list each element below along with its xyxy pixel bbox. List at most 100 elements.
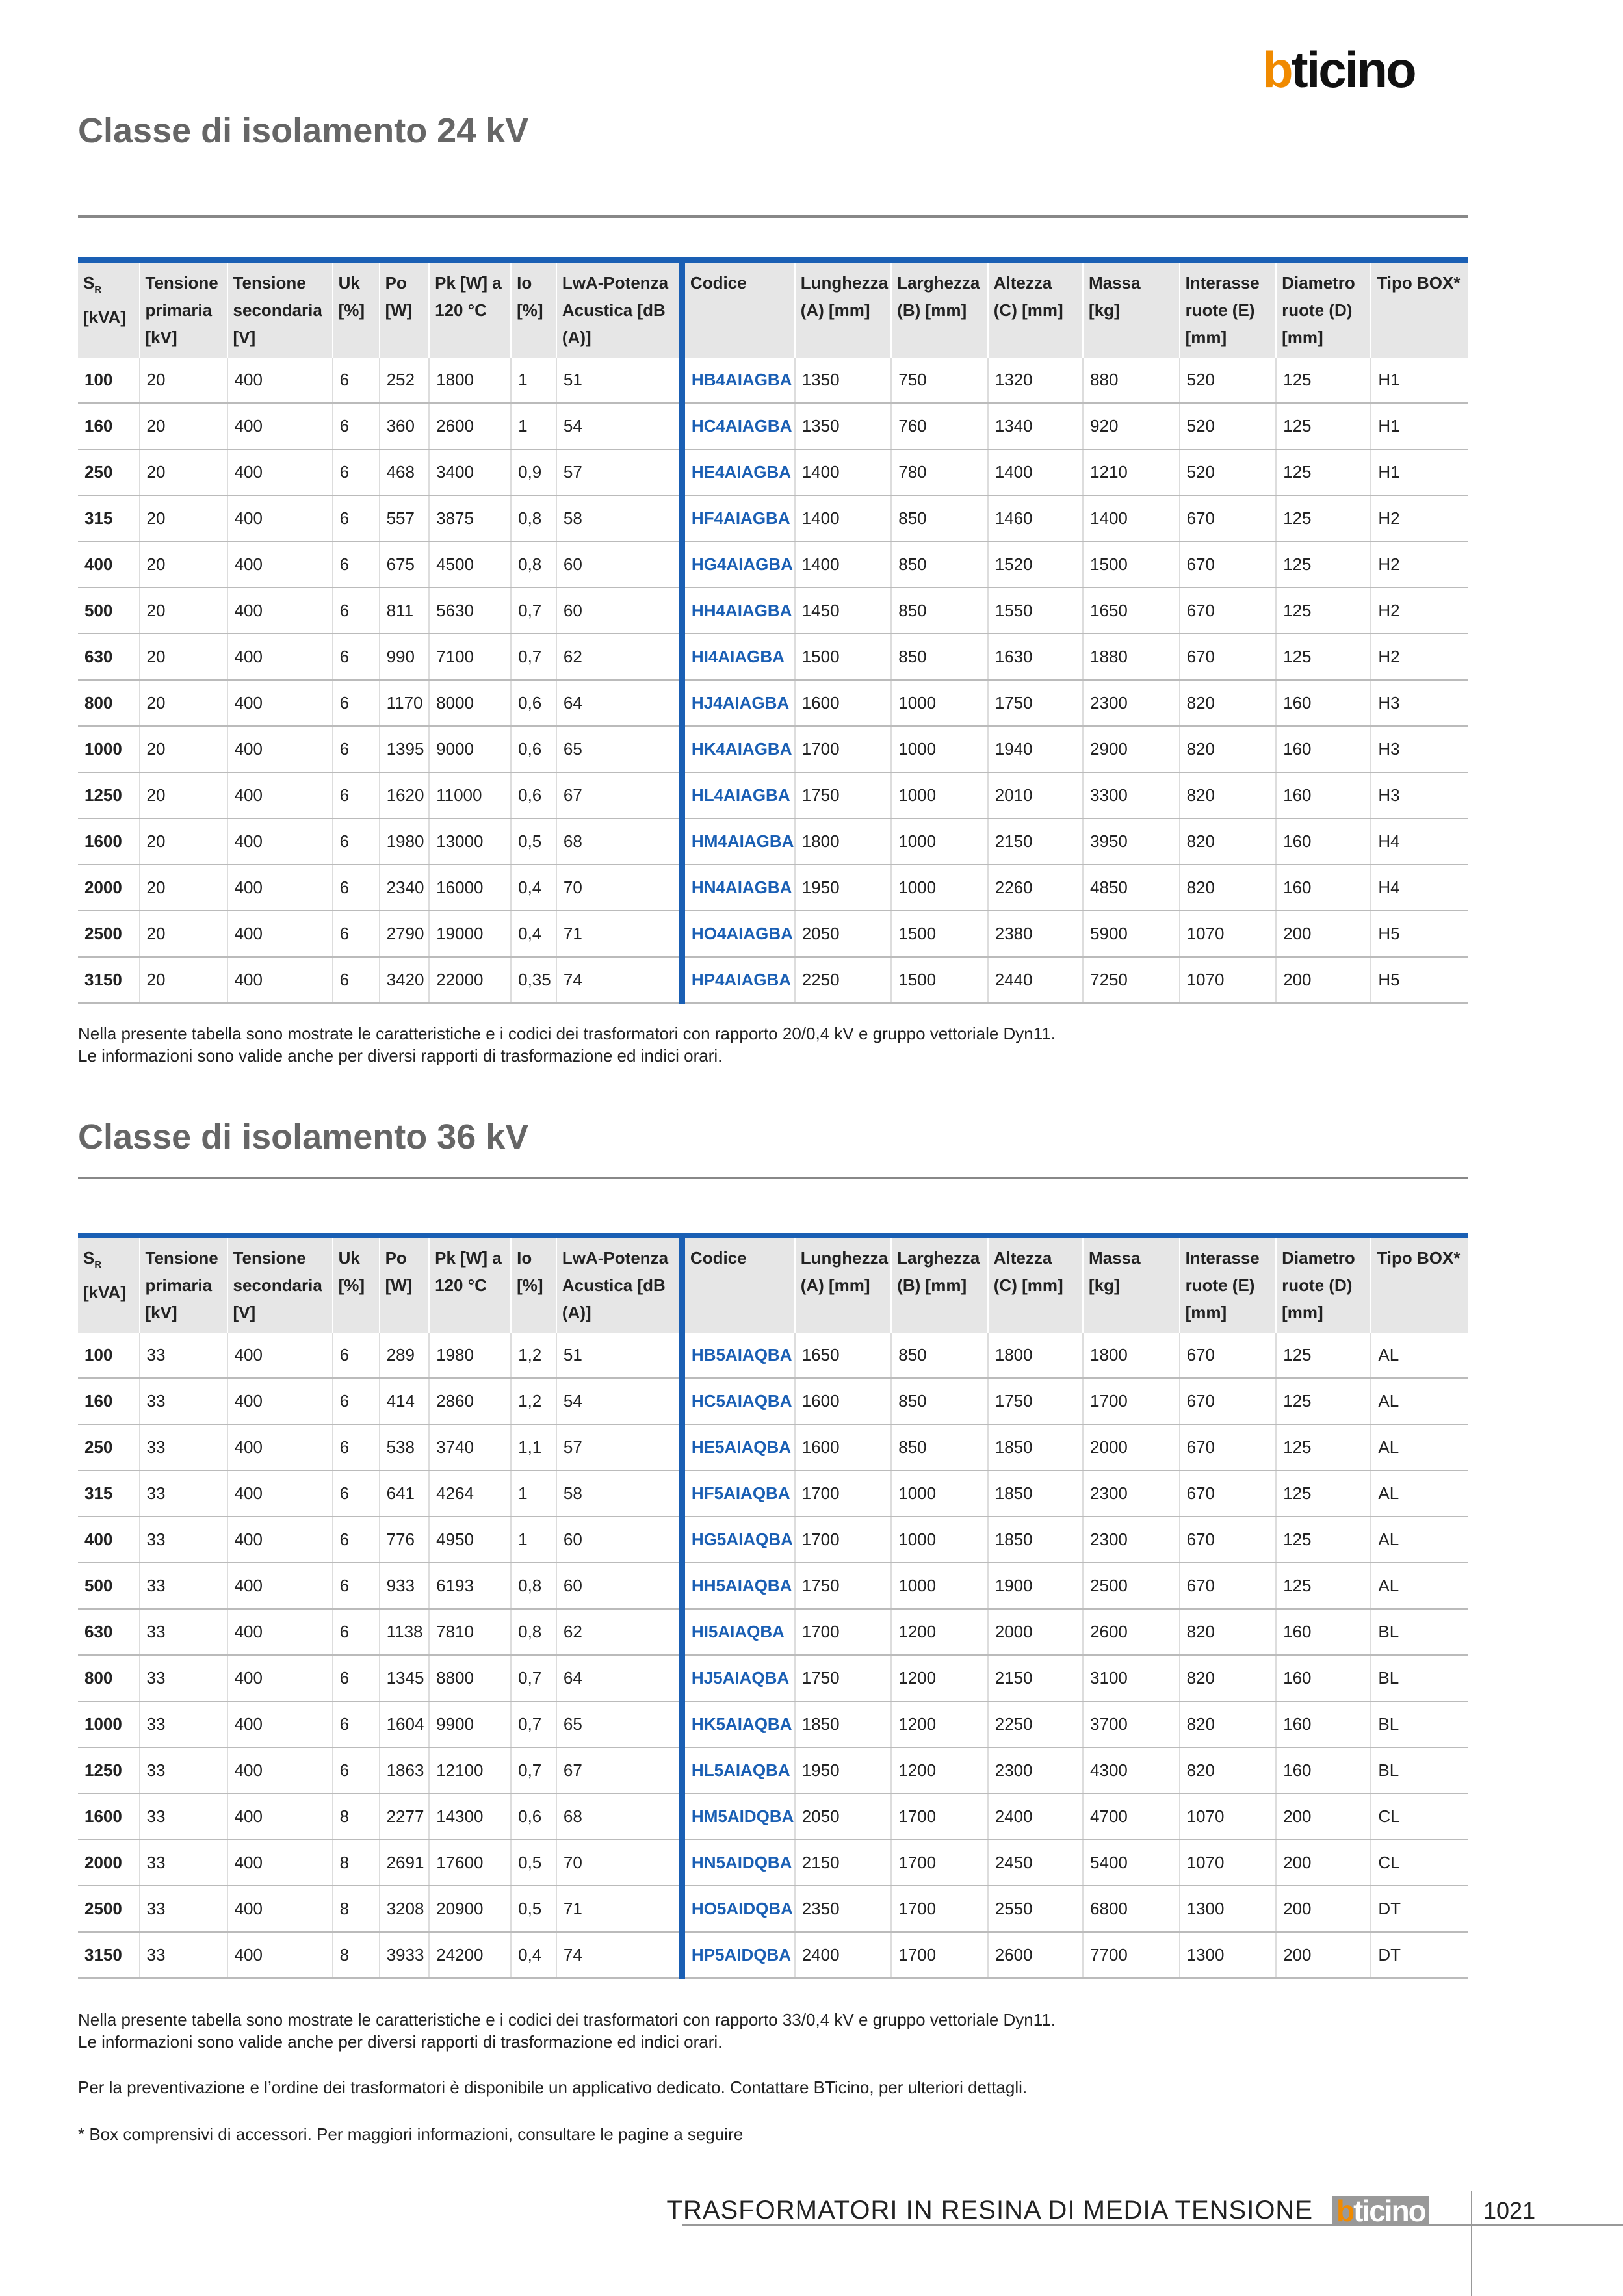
cell: 33 [138, 1886, 227, 1933]
cell: 2600 [428, 403, 512, 450]
cell: H3 [1370, 680, 1468, 727]
cell: 1200 [890, 1609, 988, 1656]
cell: 520 [1178, 358, 1277, 404]
cell: 5400 [1082, 1840, 1180, 1886]
header-cell: LwA-Potenza Acustica [dB (A)] [555, 260, 682, 358]
table: SR [kVA] Tensione primaria [kV] Tensione se… [78, 257, 1468, 1004]
cell: 800 [78, 680, 140, 727]
cell: 1210 [1082, 449, 1180, 496]
cell: 64 [555, 1655, 682, 1702]
row: 630 33 400 6 1138 7810 0,8 62 HI5AIAQBA 1700 1200 2… [78, 1609, 1468, 1656]
header-cell: Uk [%] [331, 260, 380, 358]
cell: 500 [78, 1563, 140, 1610]
cell: 0,8 [510, 541, 556, 588]
cell: 125 [1275, 1333, 1371, 1379]
cell: 800 [78, 1655, 140, 1702]
row: 2000 33 400 8 2691 17600 0,5 70 HN5AIDQBA 2150 170… [78, 1840, 1468, 1886]
cell: 1700 [794, 726, 892, 773]
row: 2000 20 400 6 2340 16000 0,4 70 HN4AIAGBA 1950 100… [78, 865, 1468, 911]
cell: 8000 [428, 680, 512, 727]
cell: 630 [78, 1609, 140, 1656]
cell: 670 [1178, 1333, 1277, 1379]
cell: AL [1370, 1333, 1468, 1379]
cell: 5900 [1082, 911, 1180, 958]
cell: 2790 [378, 911, 430, 958]
cell: 3208 [378, 1886, 430, 1933]
cell: 6800 [1082, 1886, 1180, 1933]
cell: 125 [1275, 634, 1371, 681]
cell: 1300 [1178, 1932, 1277, 1979]
header-row: SR [kVA] Tensione primaria [kV] Tensione se… [78, 1235, 1468, 1333]
cell: 68 [555, 1794, 682, 1840]
cell: 8 [331, 1932, 380, 1979]
cell: 1250 [78, 772, 140, 819]
header-subscript: R [94, 284, 102, 296]
cell: BL [1370, 1701, 1468, 1748]
header-cell: Altezza (C) [mm] [987, 1235, 1084, 1333]
cell: HI5AIAQBA [679, 1609, 795, 1656]
cell: 0,7 [510, 634, 556, 681]
row: 400 33 400 6 776 4950 1 60 HG5AIAQBA 1700 1000 1850… [78, 1517, 1468, 1563]
cell: 400 [78, 541, 140, 588]
header-cell: Lunghezza (A) [mm] [794, 260, 892, 358]
cell: 400 [226, 541, 333, 588]
cell: 0,4 [510, 911, 556, 958]
cell: 1700 [890, 1794, 988, 1840]
cell: 1750 [987, 1378, 1084, 1425]
cell: 1250 [78, 1747, 140, 1794]
cell: HP5AIDQBA [679, 1932, 795, 1979]
cell: 1500 [794, 634, 892, 681]
cell: 400 [226, 1794, 333, 1840]
cell: 400 [226, 772, 333, 819]
page-number: 1021 [1483, 2197, 1536, 2224]
cell: HG5AIAQBA [679, 1517, 795, 1563]
cell: 500 [78, 588, 140, 634]
cell: 20 [138, 957, 227, 1004]
cell: 1,1 [510, 1424, 556, 1471]
cell: HC4AIAGBA [679, 403, 795, 450]
header-cell: Uk [%] [331, 1235, 380, 1333]
cell: 1200 [890, 1747, 988, 1794]
cell: 2000 [78, 1840, 140, 1886]
cell: 6 [331, 588, 380, 634]
cell: 1863 [378, 1747, 430, 1794]
cell: 760 [890, 403, 988, 450]
cell: 670 [1178, 1424, 1277, 1471]
cell: 776 [378, 1517, 430, 1563]
cell: 2300 [1082, 1470, 1180, 1517]
cell: 6 [331, 1609, 380, 1656]
cell: 2010 [987, 772, 1084, 819]
cell: 200 [1275, 1840, 1371, 1886]
cell: 1350 [794, 403, 892, 450]
cell: H4 [1370, 818, 1468, 865]
cell: 6 [331, 1655, 380, 1702]
cell: 820 [1178, 1609, 1277, 1656]
cell: 0,35 [510, 957, 556, 1004]
row: 3150 20 400 6 3420 22000 0,35 74 HP4AIAGBA 2250 15… [78, 957, 1468, 1004]
cell: 60 [555, 588, 682, 634]
header-cell: LwA-Potenza Acustica [dB (A)] [555, 1235, 682, 1333]
cell: 1350 [794, 358, 892, 404]
cell: 850 [890, 1333, 988, 1379]
cell: 400 [78, 1517, 140, 1563]
cell: 0,8 [510, 1609, 556, 1656]
cell: 1700 [890, 1840, 988, 1886]
cell: 0,6 [510, 680, 556, 727]
cell: 125 [1275, 1424, 1371, 1471]
cell: 60 [555, 1563, 682, 1610]
cell: 70 [555, 865, 682, 911]
cell: 400 [226, 865, 333, 911]
cell: 4950 [428, 1517, 512, 1563]
cell: 33 [138, 1932, 227, 1979]
cell: 20 [138, 865, 227, 911]
cell: AL [1370, 1517, 1468, 1563]
cell: 360 [378, 403, 430, 450]
row: 800 20 400 6 1170 8000 0,6 64 HJ4AIAGBA 1600 1000 1… [78, 680, 1468, 727]
cell: 289 [378, 1333, 430, 1379]
cell: 7100 [428, 634, 512, 681]
cell: 33 [138, 1378, 227, 1425]
cell: 160 [78, 403, 140, 450]
cell: 6 [331, 1470, 380, 1517]
cell: 200 [1275, 957, 1371, 1004]
